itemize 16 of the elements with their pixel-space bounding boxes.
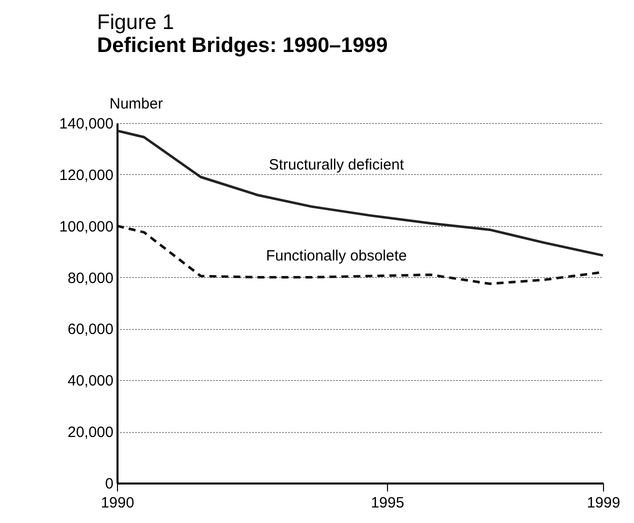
x-tick-label: 1999 bbox=[586, 494, 620, 512]
x-tick-label: 1990 bbox=[100, 494, 134, 512]
y-tick-label: 80,000 bbox=[68, 270, 114, 287]
y-tick-label: 120,000 bbox=[59, 166, 114, 184]
series-label: Functionally obsolete bbox=[266, 247, 407, 264]
y-tick-label: 40,000 bbox=[68, 372, 114, 390]
y-tick-label: 20,000 bbox=[68, 424, 114, 442]
y-tick-label: 100,000 bbox=[59, 218, 114, 236]
x-tick-label: 1995 bbox=[370, 494, 404, 512]
y-tick-label: 0 bbox=[105, 476, 114, 492]
series-label: Structurally deficient bbox=[268, 156, 405, 174]
chart-title: Figure 1 bbox=[97, 11, 174, 34]
y-tick-label: 140,000 bbox=[59, 116, 114, 132]
y-axis-title: Number bbox=[110, 96, 163, 112]
y-tick-label: 60,000 bbox=[68, 321, 114, 338]
chart-subtitle: Deficient Bridges: 1990–1999 bbox=[97, 34, 388, 57]
